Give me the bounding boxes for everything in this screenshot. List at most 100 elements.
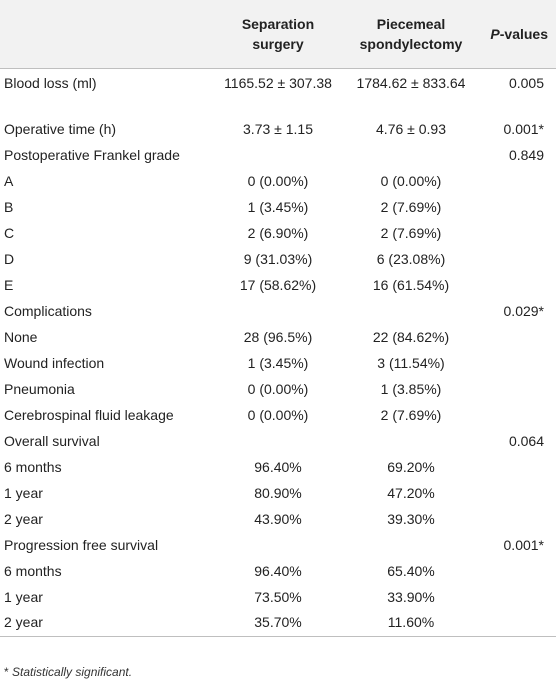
header-p-values: P-values — [490, 25, 548, 42]
p-value — [478, 402, 556, 428]
p-value — [478, 272, 556, 298]
separation-value — [212, 532, 344, 558]
row-label: 1 year — [4, 484, 43, 501]
table-row: D 9 (31.03%) 6 (23.08%) — [0, 246, 556, 272]
separation-value: 0 (0.00%) — [247, 406, 309, 423]
p-value — [478, 610, 556, 637]
p-value: 0.005 — [478, 67, 556, 116]
p-value — [478, 168, 556, 194]
header-separation-surgery: Separation surgery — [241, 15, 315, 52]
row-label: D — [4, 250, 15, 267]
table-row: 2 year 35.70% 11.60% — [0, 610, 556, 637]
row-label: 2 year — [0, 610, 212, 637]
piecemeal-value: 2 (7.69%) — [380, 406, 442, 423]
piecemeal-value: 2 (7.69%) — [380, 224, 442, 241]
p-value — [478, 246, 556, 272]
piecemeal-value: 11.60% — [344, 610, 478, 637]
row-label: Complications — [4, 302, 92, 319]
p-value — [478, 480, 556, 506]
separation-value: 1 (3.45%) — [247, 354, 309, 371]
p-value: 0.029* — [503, 302, 544, 319]
piecemeal-value: 3 (11.54%) — [377, 354, 445, 371]
piecemeal-value — [344, 428, 478, 454]
table-row: 2 year 43.90% 39.30% — [0, 506, 556, 532]
row-label: Blood loss (ml) — [0, 67, 212, 116]
table-row: 6 months 96.40% 69.20% — [0, 454, 556, 480]
table-row: Wound infection 1 (3.45%) 3 (11.54%) — [0, 350, 556, 376]
piecemeal-value: 65.40% — [387, 562, 435, 579]
piecemeal-value: 47.20% — [387, 484, 435, 501]
p-value — [478, 194, 556, 220]
row-label: A — [4, 172, 14, 189]
table-row: 6 months 96.40% 65.40% — [0, 558, 556, 584]
separation-value: 28 (96.5%) — [243, 328, 313, 345]
p-value: 0.064 — [508, 432, 544, 449]
row-label: Pneumonia — [4, 380, 75, 397]
row-label: Cerebrospinal fluid leakage — [4, 406, 174, 423]
piecemeal-value — [344, 298, 478, 324]
p-value — [478, 558, 556, 584]
row-label: Overall survival — [4, 432, 100, 449]
separation-value — [212, 142, 344, 168]
piecemeal-value: 4.76 ± 0.93 — [376, 120, 446, 137]
piecemeal-value: 6 (23.08%) — [376, 250, 446, 267]
separation-value: 1165.52 ± 307.38 — [212, 67, 344, 116]
piecemeal-value: 39.30% — [387, 510, 435, 527]
table-row: None 28 (96.5%) 22 (84.62%) — [0, 324, 556, 350]
separation-value: 1 (3.45%) — [247, 198, 309, 215]
table-row: Cerebrospinal fluid leakage 0 (0.00%) 2 (7… — [0, 402, 556, 428]
table-row: Overall survival 0.064 — [0, 428, 556, 454]
row-label: 6 months — [4, 562, 62, 579]
separation-value: 2 (6.90%) — [247, 224, 309, 241]
separation-value: 9 (31.03%) — [243, 250, 313, 267]
piecemeal-value: 33.90% — [387, 588, 435, 605]
separation-value: 17 (58.62%) — [239, 276, 317, 293]
table-row: 1 year 80.90% 47.20% — [0, 480, 556, 506]
row-label: C — [4, 224, 15, 241]
p-value — [478, 350, 556, 376]
p-value — [478, 376, 556, 402]
header-piecemeal-spondylectomy: Piecemeal spondylectomy — [359, 15, 463, 52]
table-row: 1 year 73.50% 33.90% — [0, 584, 556, 610]
table-row: Complications 0.029* — [0, 298, 556, 324]
p-value — [478, 506, 556, 532]
table-row: Pneumonia 0 (0.00%) 1 (3.85%) — [0, 376, 556, 402]
piecemeal-value: 16 (61.54%) — [372, 276, 450, 293]
separation-value: 0 (0.00%) — [247, 172, 309, 189]
p-value — [478, 584, 556, 610]
piecemeal-value — [344, 532, 478, 558]
separation-value: 80.90% — [254, 484, 302, 501]
row-label: Wound infection — [4, 354, 105, 371]
table-row: A 0 (0.00%) 0 (0.00%) — [0, 168, 556, 194]
table-row: Postoperative Frankel grade 0.849 — [0, 142, 556, 168]
separation-value: 0 (0.00%) — [247, 380, 309, 397]
p-value: 0.001* — [503, 536, 544, 553]
table-row: C 2 (6.90%) 2 (7.69%) — [0, 220, 556, 246]
separation-value: 3.73 ± 1.15 — [243, 120, 313, 137]
piecemeal-value — [344, 142, 478, 168]
table-row: Operative time (h) 3.73 ± 1.15 4.76 ± 0.93… — [0, 116, 556, 142]
row-label: E — [4, 276, 14, 293]
row-label: 6 months — [4, 458, 62, 475]
piecemeal-value: 0 (0.00%) — [380, 172, 442, 189]
header-empty-cell — [0, 0, 212, 68]
table-row: B 1 (3.45%) 2 (7.69%) — [0, 194, 556, 220]
p-value — [478, 220, 556, 246]
table-row: Progression free survival 0.001* — [0, 532, 556, 558]
footnote: * Statistically significant. — [4, 665, 133, 679]
table-body: Blood loss (ml) 1165.52 ± 307.38 1784.62 ±… — [0, 67, 556, 637]
table-header: Separation surgery Piecemeal spondylecto… — [0, 0, 556, 68]
separation-value — [212, 428, 344, 454]
piecemeal-value: 22 (84.62%) — [372, 328, 450, 345]
separation-value: 73.50% — [254, 588, 302, 605]
results-table: Separation surgery Piecemeal spondylecto… — [0, 0, 556, 637]
piecemeal-value: 2 (7.69%) — [380, 198, 442, 215]
separation-value — [212, 298, 344, 324]
separation-value: 96.40% — [254, 562, 302, 579]
row-label: Progression free survival — [4, 536, 159, 553]
p-value — [478, 324, 556, 350]
table-row: E 17 (58.62%) 16 (61.54%) — [0, 272, 556, 298]
header-row: Separation surgery Piecemeal spondylecto… — [0, 0, 556, 68]
row-label: B — [4, 198, 14, 215]
